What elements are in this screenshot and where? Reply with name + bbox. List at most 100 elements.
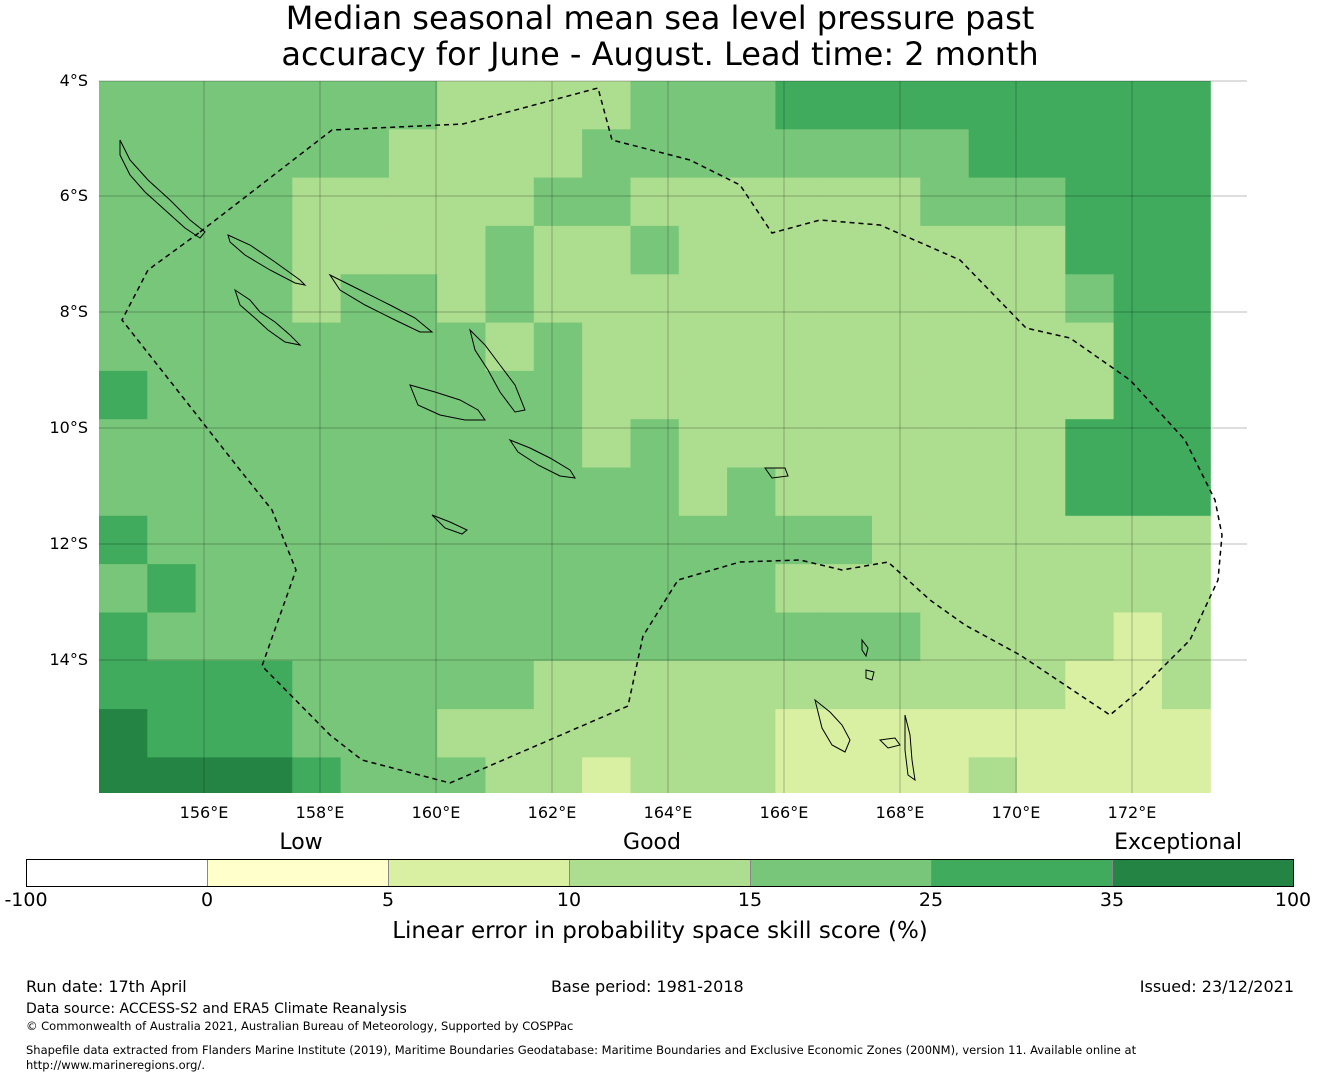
skill-grid-cell	[340, 660, 390, 710]
skill-grid-cell	[1161, 129, 1211, 179]
skill-grid-cell	[678, 274, 728, 324]
skill-grid-cell	[195, 709, 245, 758]
skill-grid-cell	[195, 564, 245, 613]
skill-grid-cell	[437, 322, 487, 372]
category-exceptional: Exceptional	[1114, 830, 1242, 855]
skill-grid-cell	[1161, 564, 1211, 613]
skill-grid-cell	[1113, 757, 1163, 793]
skill-grid-cell	[388, 419, 438, 469]
skill-grid-cell	[1113, 709, 1163, 758]
skill-grid-cell	[582, 709, 631, 758]
skill-grid-cell	[533, 274, 583, 324]
skill-grid-cell	[968, 419, 1018, 469]
skill-grid-cell	[968, 709, 1018, 758]
skill-grid-cell	[1113, 177, 1163, 227]
skill-grid-cell	[437, 274, 487, 324]
skill-grid-cell	[1161, 322, 1211, 372]
skill-grid-cell	[1065, 225, 1115, 275]
skill-grid-cell	[775, 709, 825, 758]
coastline-espiritu-santo	[814, 698, 851, 753]
skill-grid-cell	[823, 225, 873, 275]
skill-grid-cell	[1161, 177, 1211, 227]
skill-grid-cell	[243, 274, 293, 324]
run-date: Run date: 17th April	[26, 977, 187, 996]
skill-grid-cell	[582, 322, 631, 372]
skill-grid-cell	[388, 564, 438, 613]
skill-grid-cell	[99, 81, 148, 130]
skill-grid-cell	[243, 225, 293, 275]
skill-grid-cell	[872, 370, 921, 420]
skill-grid-cell	[727, 564, 776, 613]
skill-grid-cell	[823, 177, 873, 227]
skill-grid-cell	[1017, 612, 1066, 662]
skill-grid-cell	[1161, 757, 1211, 793]
skill-grid-cell	[533, 515, 583, 565]
skill-grid-cell	[485, 709, 535, 758]
skill-grid-cell	[99, 274, 148, 324]
skill-grid-cell	[727, 660, 776, 710]
coastline-makira	[508, 438, 576, 479]
skill-map	[99, 80, 1247, 793]
skill-grid-cell	[727, 757, 776, 793]
colorbar-segment-7	[1113, 860, 1293, 886]
skill-grid-cell	[195, 129, 245, 179]
skill-grid-cell	[775, 660, 825, 710]
skill-grid-cell	[775, 467, 825, 517]
skill-grid-cell	[243, 564, 293, 613]
skill-grid-cell	[872, 129, 921, 179]
skill-grid-cell	[678, 225, 728, 275]
skill-grid-cell	[920, 322, 970, 372]
skill-grid-cell	[630, 370, 680, 420]
skill-grid-cell	[195, 322, 245, 372]
skill-grid-cell	[823, 757, 873, 793]
skill-grid-cell	[1017, 322, 1066, 372]
skill-grid-cell	[243, 129, 293, 179]
lon-label-166e: 166°E	[759, 803, 809, 822]
skill-grid-cell	[243, 467, 293, 517]
skill-grid-cell	[1161, 515, 1211, 565]
eez-boundary-solomon-islands	[121, 87, 1223, 784]
skill-grid-cell	[147, 612, 197, 662]
skill-grid-cell	[292, 370, 342, 420]
skill-grid-cell	[582, 81, 631, 130]
skill-grid-cell	[1113, 322, 1163, 372]
skill-grid-cell	[678, 757, 728, 793]
skill-grid-cell	[872, 757, 921, 793]
skill-grid-cell	[823, 322, 873, 372]
skill-grid-cell	[99, 757, 148, 793]
skill-grid-cell	[872, 322, 921, 372]
skill-grid-cell	[582, 660, 631, 710]
lon-label-156e: 156°E	[179, 803, 229, 822]
skill-grid-cell	[1017, 515, 1066, 565]
skill-grid-cell	[678, 660, 728, 710]
skill-grid-cell	[1017, 177, 1066, 227]
skill-grid-cell	[775, 81, 825, 130]
coastline-santa-isabel	[328, 273, 434, 333]
skill-grid-cell	[727, 81, 776, 130]
skill-grid-cell	[485, 660, 535, 710]
skill-grid-cell	[388, 177, 438, 227]
skill-grid-cell	[775, 129, 825, 179]
coastline-guadalcanal	[409, 384, 486, 421]
skill-grid-cell	[1161, 81, 1211, 130]
skill-grid-cell	[968, 515, 1018, 565]
skill-grid-cell	[388, 370, 438, 420]
skill-grid-cell	[1065, 81, 1115, 130]
skill-grid-cell	[727, 370, 776, 420]
colorbar-segment-2	[208, 860, 389, 886]
skill-grid-cell	[630, 709, 680, 758]
skill-grid-cell	[678, 612, 728, 662]
skill-grid-cell	[388, 322, 438, 372]
skill-grid-cell	[872, 177, 921, 227]
skill-grid-cell	[437, 612, 487, 662]
skill-grid-cell	[147, 709, 197, 758]
skill-grid-cell	[437, 81, 487, 130]
coastline-new-georgia	[234, 288, 302, 346]
skill-grid-cell	[1113, 467, 1163, 517]
skill-grid-cell	[195, 370, 245, 420]
skill-grid-cell	[485, 419, 535, 469]
skill-grid-cell	[340, 274, 390, 324]
skill-grid-cell	[678, 515, 728, 565]
skill-grid-cell	[340, 419, 390, 469]
skill-grid-cell	[292, 612, 342, 662]
